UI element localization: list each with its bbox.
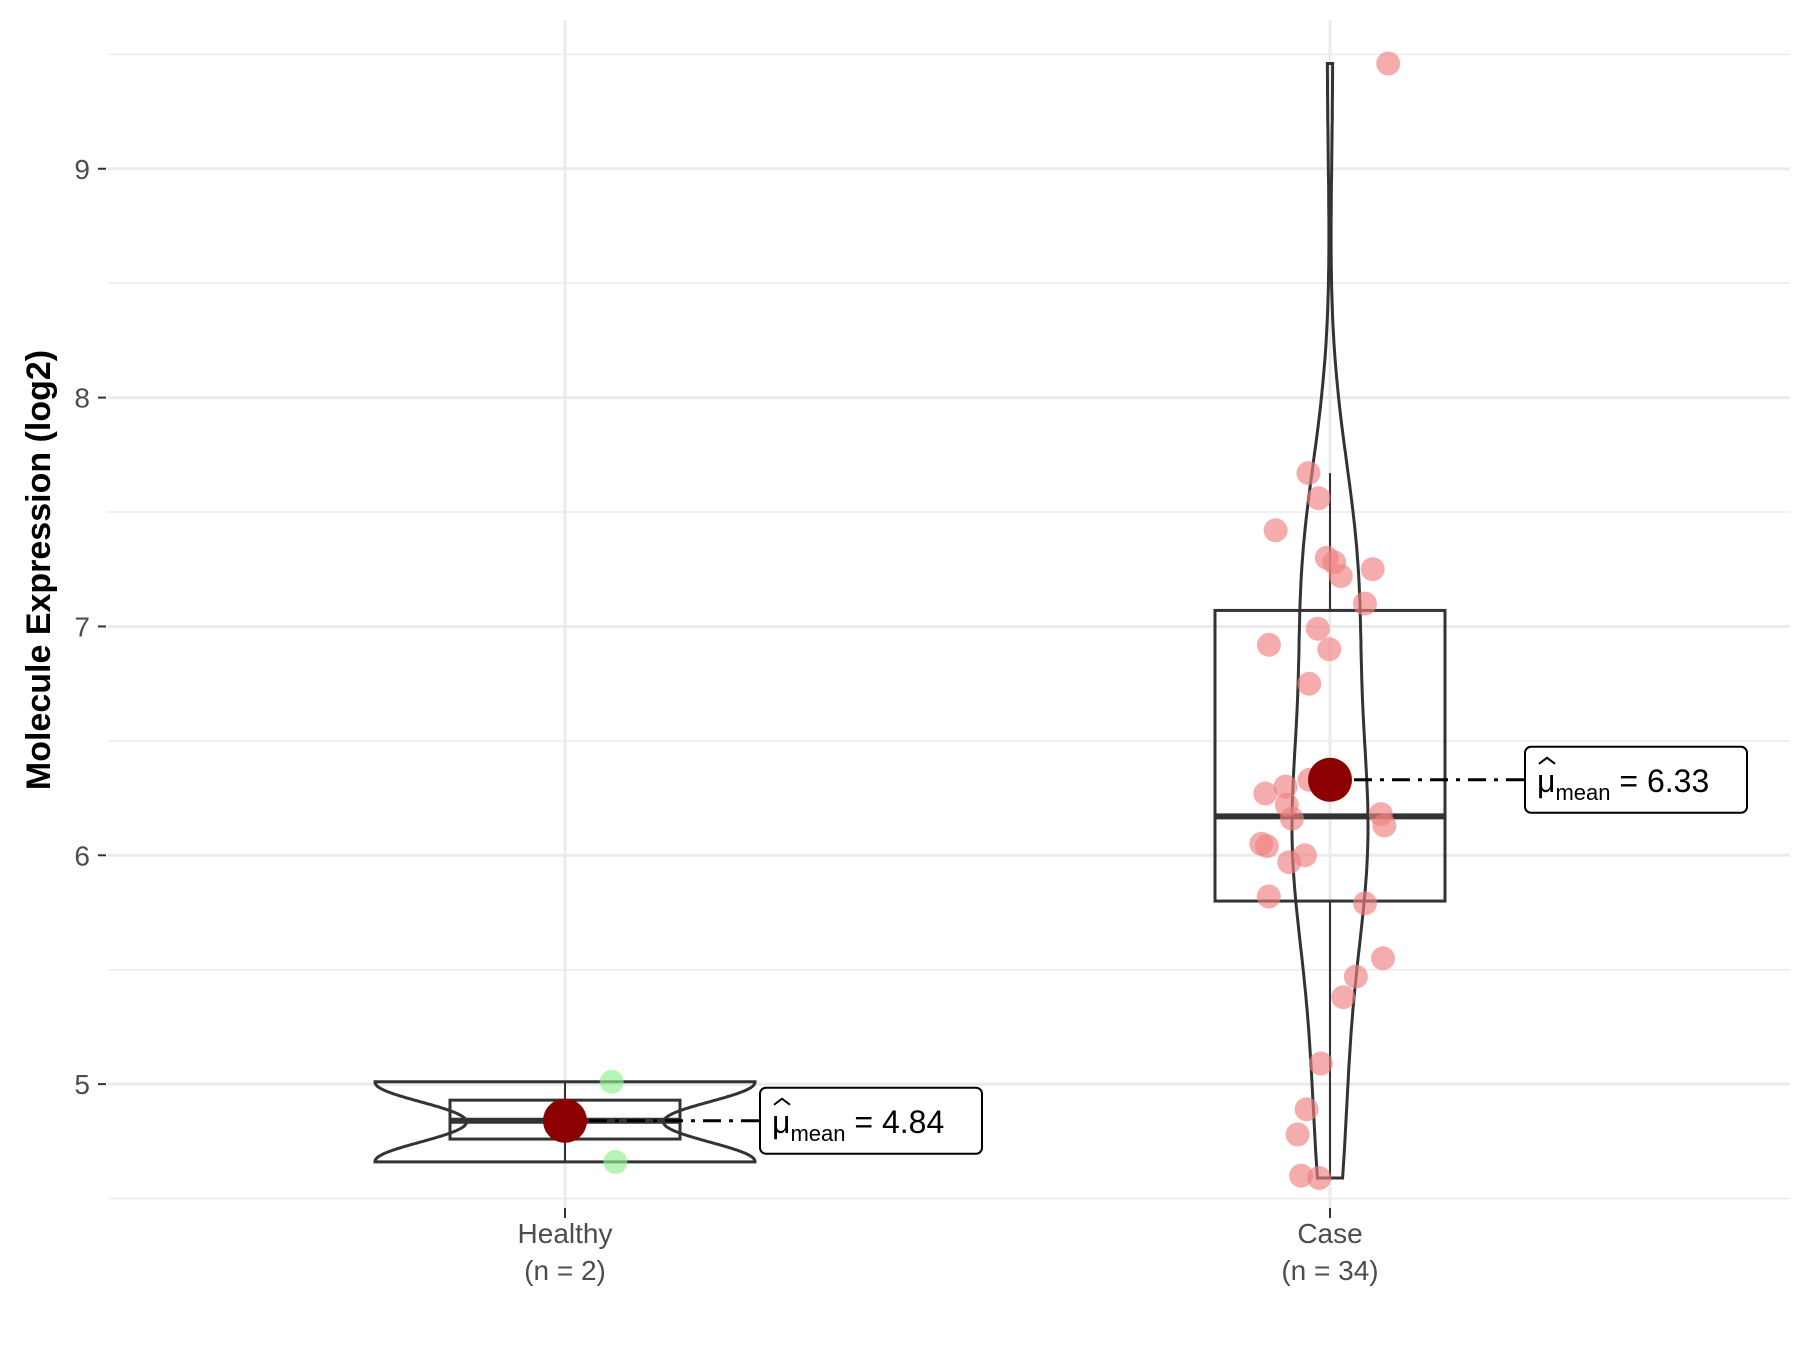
data-point [1256, 884, 1281, 909]
data-point [1372, 813, 1397, 838]
violin-healthy [373, 1080, 757, 1164]
data-point [1289, 1163, 1314, 1188]
data-point [1343, 964, 1368, 989]
hat-icon [1538, 756, 1556, 765]
mean-dot [1308, 757, 1352, 802]
data-point [1307, 1166, 1332, 1190]
mean-label-box [1524, 745, 1748, 814]
y-tick-label: 5 [74, 1069, 90, 1100]
hat-icon [773, 1097, 791, 1106]
data-point [1277, 850, 1302, 875]
data-point [603, 1149, 628, 1174]
data-point [1376, 51, 1401, 76]
data-point [1360, 557, 1385, 582]
mean-annotations: μmean = 4.84 μmean = 6.33 [589, 745, 1748, 1155]
data-point [1371, 946, 1395, 971]
y-axis-title: Molecule Expression (log2) [20, 350, 58, 790]
mean-label-box [759, 1086, 983, 1155]
data-point [1294, 1097, 1319, 1122]
x-category-count: (n = 34) [1281, 1255, 1378, 1286]
grid-lines [108, 20, 1790, 1210]
violins [373, 62, 1370, 1180]
data-point [1297, 671, 1322, 696]
x-category-count: (n = 2) [524, 1255, 606, 1286]
data-point [1305, 616, 1330, 641]
data-point [1328, 564, 1353, 589]
y-tick-label: 8 [74, 383, 90, 414]
data-point [599, 1069, 624, 1094]
mean-dot [543, 1098, 587, 1143]
x-category-label: Healthy [518, 1218, 613, 1249]
data-point [1253, 781, 1278, 806]
mean-label: μmean = 6.33 [1537, 763, 1709, 805]
data-point [1331, 985, 1356, 1010]
data-point [1254, 834, 1279, 859]
data-point [1285, 1122, 1310, 1147]
y-tick-label: 7 [74, 611, 90, 642]
data-point [1353, 891, 1377, 916]
data-point [1263, 518, 1288, 543]
axes: 5 6 7 8 9 Healthy (n = 2) Case (n = 34) [74, 154, 1378, 1286]
y-tick-label: 9 [74, 154, 90, 185]
data-point [1296, 461, 1321, 486]
data-point [1308, 1051, 1333, 1076]
data-point [1274, 792, 1299, 817]
mean-label: μmean = 4.84 [772, 1104, 944, 1146]
mean-markers [543, 757, 1352, 1143]
data-points [599, 51, 1401, 1190]
data-point [1256, 632, 1281, 657]
data-point [1352, 591, 1377, 616]
y-tick-label: 6 [74, 840, 90, 871]
x-category-label: Case [1297, 1218, 1362, 1249]
data-point [1273, 774, 1298, 799]
box-case [1213, 608, 1447, 903]
data-point [1306, 486, 1331, 511]
data-point [1317, 637, 1342, 662]
